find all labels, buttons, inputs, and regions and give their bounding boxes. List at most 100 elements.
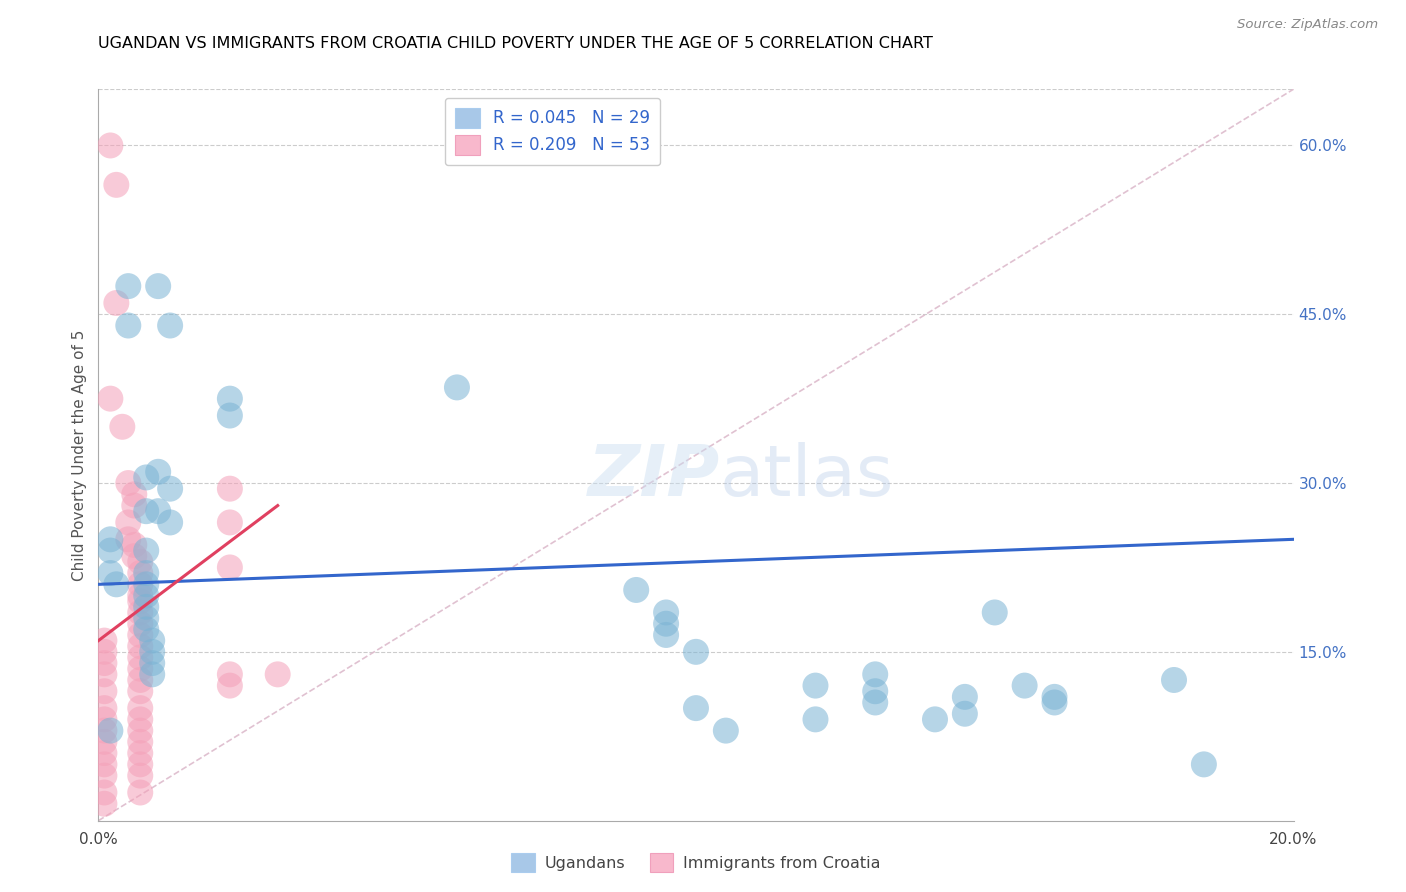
Text: UGANDAN VS IMMIGRANTS FROM CROATIA CHILD POVERTY UNDER THE AGE OF 5 CORRELATION : UGANDAN VS IMMIGRANTS FROM CROATIA CHILD… [98,36,934,51]
Point [93,735,115,749]
Point [148,279,170,293]
Point [124,549,146,564]
Point [129,723,152,738]
Point [135,504,157,518]
Point [135,599,157,614]
Point [219,409,242,423]
Point [655,628,678,642]
Point [105,296,128,310]
Point [93,701,115,715]
Point [111,419,134,434]
Point [1043,690,1066,704]
Point [685,701,707,715]
Point [129,684,152,698]
Point [1014,679,1036,693]
Point [804,712,827,726]
Point [129,650,152,665]
Point [159,516,181,530]
Point [135,589,157,603]
Point [93,656,115,670]
Point [267,667,290,681]
Point [93,723,115,738]
Point [100,566,122,580]
Point [105,178,128,192]
Point [129,735,152,749]
Point [129,577,152,591]
Point [93,684,115,698]
Point [804,679,827,693]
Point [129,566,152,580]
Point [148,465,170,479]
Legend: Ugandans, Immigrants from Croatia: Ugandans, Immigrants from Croatia [505,847,887,879]
Point [446,380,468,394]
Point [100,392,122,406]
Point [924,712,946,726]
Point [141,656,163,670]
Point [148,504,170,518]
Point [135,543,157,558]
Point [1192,757,1215,772]
Point [1043,696,1066,710]
Text: ZIP: ZIP [588,442,720,511]
Point [655,606,678,620]
Point [93,633,115,648]
Point [124,487,146,501]
Point [117,318,139,333]
Point [135,566,157,580]
Point [129,616,152,631]
Point [655,616,678,631]
Point [129,639,152,653]
Point [1163,673,1185,687]
Point [219,560,242,574]
Point [219,392,242,406]
Point [124,499,146,513]
Point [984,606,1007,620]
Text: atlas: atlas [720,442,894,511]
Point [93,769,115,783]
Point [865,684,887,698]
Point [135,470,157,484]
Point [100,138,122,153]
Point [129,673,152,687]
Point [141,645,163,659]
Point [135,577,157,591]
Point [105,577,128,591]
Point [93,797,115,811]
Point [100,533,122,547]
Point [129,594,152,608]
Point [129,701,152,715]
Point [93,667,115,681]
Point [135,623,157,637]
Point [93,645,115,659]
Point [129,662,152,676]
Point [93,712,115,726]
Point [141,667,163,681]
Point [124,538,146,552]
Point [129,628,152,642]
Point [219,482,242,496]
Point [129,606,152,620]
Point [117,476,139,491]
Point [129,769,152,783]
Point [159,318,181,333]
Point [159,482,181,496]
Point [129,712,152,726]
Point [953,706,976,721]
Point [219,516,242,530]
Point [100,543,122,558]
Text: Source: ZipAtlas.com: Source: ZipAtlas.com [1237,18,1378,31]
Point [129,589,152,603]
Point [93,785,115,799]
Point [129,785,152,799]
Y-axis label: Child Poverty Under the Age of 5: Child Poverty Under the Age of 5 [72,329,87,581]
Point [117,516,139,530]
Point [135,611,157,625]
Point [129,757,152,772]
Point [117,533,139,547]
Point [129,555,152,569]
Point [129,746,152,760]
Point [685,645,707,659]
Point [714,723,737,738]
Point [219,667,242,681]
Point [626,582,648,597]
